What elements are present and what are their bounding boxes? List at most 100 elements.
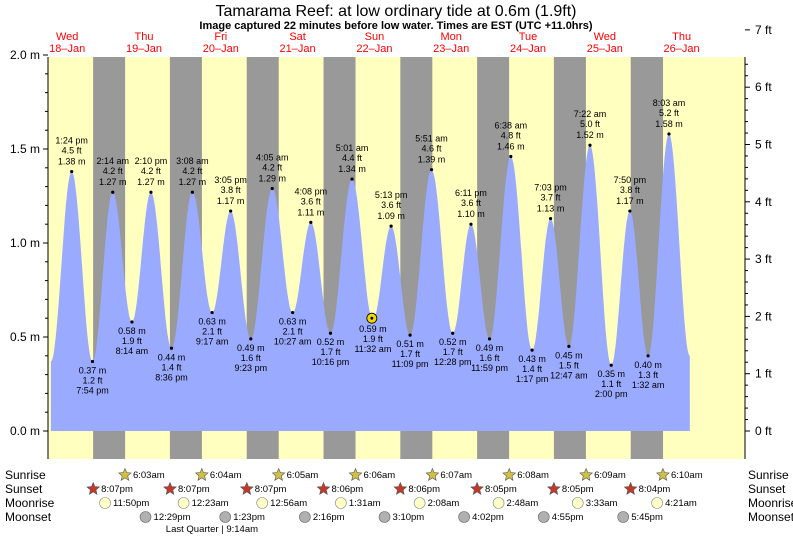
- sunrise-time: 6:03am: [133, 470, 165, 481]
- tide-point: [609, 363, 613, 367]
- right-axis-tick-label: 4 ft: [755, 195, 772, 209]
- high-tide-metres: 1.13 m: [537, 204, 565, 214]
- day-label-date: 18–Jan: [49, 43, 85, 55]
- tide-point: [169, 346, 174, 350]
- moonset-time: 1:23pm: [233, 512, 265, 523]
- moonset-icon: [617, 511, 630, 523]
- low-tide-feet: 2.1 ft: [202, 327, 223, 337]
- tide-point: [229, 209, 233, 213]
- tide-point: [389, 224, 393, 228]
- high-tide-feet: 4.6 ft: [422, 144, 443, 154]
- high-tide-metres: 1.58 m: [655, 119, 683, 129]
- day-labels: Wed18–JanThu19–JanFri20–JanSat21–JanSun2…: [49, 31, 699, 55]
- sunset-icon: [86, 481, 101, 495]
- high-tide-time: 3:05 pm: [214, 175, 247, 185]
- sunrise-icon: [348, 467, 363, 481]
- high-tide-feet: 3.8 ft: [620, 185, 641, 195]
- low-tide-time: 11:09 pm: [392, 359, 429, 369]
- moonrise-time: 2:48am: [507, 498, 539, 509]
- sunrise-row-label-left: Sunrise: [5, 468, 46, 482]
- day-label-dow: Wed: [56, 31, 78, 43]
- tide-point: [509, 154, 513, 159]
- day-label-date: 25–Jan: [587, 43, 623, 55]
- tide-point: [70, 169, 74, 174]
- sunset-icon: [239, 481, 254, 495]
- moonset-time: 5:45pm: [631, 512, 663, 523]
- low-tide-metres: 0.40 m: [634, 360, 662, 370]
- moonset-icon: [537, 511, 550, 523]
- tide-point: [328, 331, 333, 335]
- day-label-dow: Wed: [594, 31, 616, 43]
- high-tide-time: 2:10 pm: [135, 156, 168, 166]
- day-label-dow: Sun: [365, 31, 385, 43]
- high-tide-time: 5:13 pm: [375, 190, 408, 200]
- high-tide-metres: 1.11 m: [297, 207, 324, 217]
- low-tide-time: 8:36 pm: [155, 372, 188, 382]
- low-tide-time: 8:14 am: [116, 346, 149, 356]
- low-tide-feet: 1.9 ft: [122, 336, 143, 346]
- day-label-date: 21–Jan: [280, 43, 316, 55]
- tide-point: [149, 190, 153, 194]
- sunrise-time: 6:08am: [517, 470, 549, 481]
- high-tide-time: 2:14 am: [96, 156, 129, 166]
- tide-point: [628, 209, 632, 213]
- sunrise-time: 6:09am: [594, 470, 626, 481]
- moonrise-time: 12:23am: [192, 498, 229, 509]
- tide-level-area: [50, 134, 690, 431]
- high-tide-metres: 1.38 m: [58, 157, 86, 167]
- low-tide-time: 11:32 am: [354, 344, 391, 354]
- moonset-time: 4:02pm: [472, 512, 504, 523]
- low-tide-metres: 0.45 m: [555, 350, 583, 360]
- moonset-row-label-left: Moonset: [5, 510, 52, 524]
- right-axis-tick-label: 0 ft: [755, 424, 772, 438]
- high-tide-time: 4:08 pm: [295, 186, 328, 196]
- sunset-time: 8:05pm: [562, 484, 594, 495]
- low-tide-metres: 0.44 m: [158, 352, 186, 362]
- sunset-time: 8:05pm: [485, 484, 517, 495]
- moonset-icon: [299, 511, 311, 523]
- low-tide-time: 7:54 pm: [76, 385, 109, 395]
- low-tide-metres: 0.49 m: [476, 343, 504, 353]
- low-tide-feet: 1.7 ft: [443, 347, 464, 357]
- moonrise-icon: [651, 497, 663, 509]
- high-tide-metres: 1.39 m: [418, 155, 446, 165]
- moonrise-time: 2:08am: [428, 498, 460, 509]
- tide-point: [530, 348, 534, 352]
- tide-point: [451, 331, 455, 335]
- moonrise-time: 3:33am: [586, 498, 618, 509]
- sunrise-time: 6:06am: [364, 470, 396, 481]
- sunrise-time: 6:10am: [671, 470, 703, 481]
- current-level-dot: [370, 316, 374, 320]
- high-tide-time: 7:03 pm: [534, 183, 567, 193]
- sunset-time: 8:06pm: [408, 484, 440, 495]
- tide-point: [210, 310, 214, 315]
- sunset-time: 8:07pm: [101, 484, 133, 495]
- tide-point: [130, 320, 134, 324]
- moonset-icon: [378, 511, 391, 523]
- moonset-time: 12:29pm: [154, 512, 191, 523]
- high-tide-metres: 1.27 m: [179, 177, 207, 187]
- tide-point: [646, 354, 650, 358]
- low-tide-feet: 1.7 ft: [320, 347, 341, 357]
- high-tide-feet: 3.7 ft: [541, 193, 562, 203]
- moon-phase-label: Last Quarter | 9:14am: [166, 524, 258, 535]
- left-axis-tick-label: 1.0 m: [10, 236, 40, 250]
- tide-point: [309, 220, 313, 224]
- high-tide-time: 6:11 pm: [455, 188, 487, 198]
- tide-point: [270, 186, 274, 191]
- low-tide-metres: 0.35 m: [597, 369, 625, 379]
- sunset-row-label-right: Sunset: [748, 482, 786, 496]
- moonset-time: 3:10pm: [393, 512, 425, 523]
- low-tide-time: 12:47 am: [550, 370, 588, 380]
- left-axis-tick-label: 0.5 m: [10, 330, 40, 344]
- sunrise-icon: [502, 467, 517, 481]
- tide-point: [469, 222, 473, 226]
- sunset-icon: [546, 481, 561, 495]
- day-label-dow: Thu: [672, 31, 691, 43]
- axes: 0.0 m 0.5 m 1.0 m 1.5 m 2.0 m 0 ft 1 ft 2 ft 3 f…: [10, 23, 772, 459]
- high-tide-feet: 4.8 ft: [501, 131, 522, 141]
- sunset-icon: [470, 481, 484, 495]
- high-tide-feet: 4.2 ft: [262, 162, 283, 172]
- sunrise-icon: [656, 467, 670, 481]
- tide-point: [567, 344, 571, 348]
